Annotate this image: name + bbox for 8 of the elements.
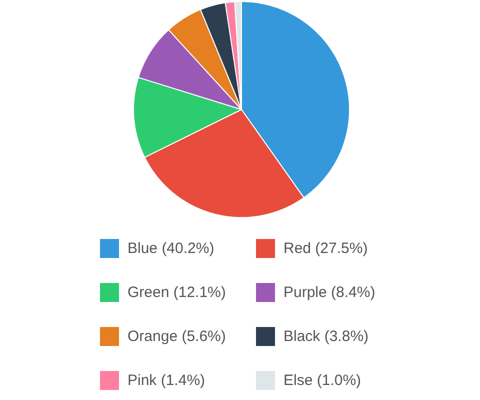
legend-label: Blue (40.2%)	[128, 240, 214, 257]
legend-label: Red (27.5%)	[284, 240, 368, 257]
legend-label: Black (3.8%)	[284, 328, 369, 345]
legend-label: Pink (1.4%)	[128, 372, 206, 389]
legend-label: Orange (5.6%)	[128, 328, 226, 345]
legend-label: Else (1.0%)	[284, 372, 362, 389]
legend-label: Purple (8.4%)	[284, 284, 376, 301]
legend-label: Green (12.1%)	[128, 284, 226, 301]
